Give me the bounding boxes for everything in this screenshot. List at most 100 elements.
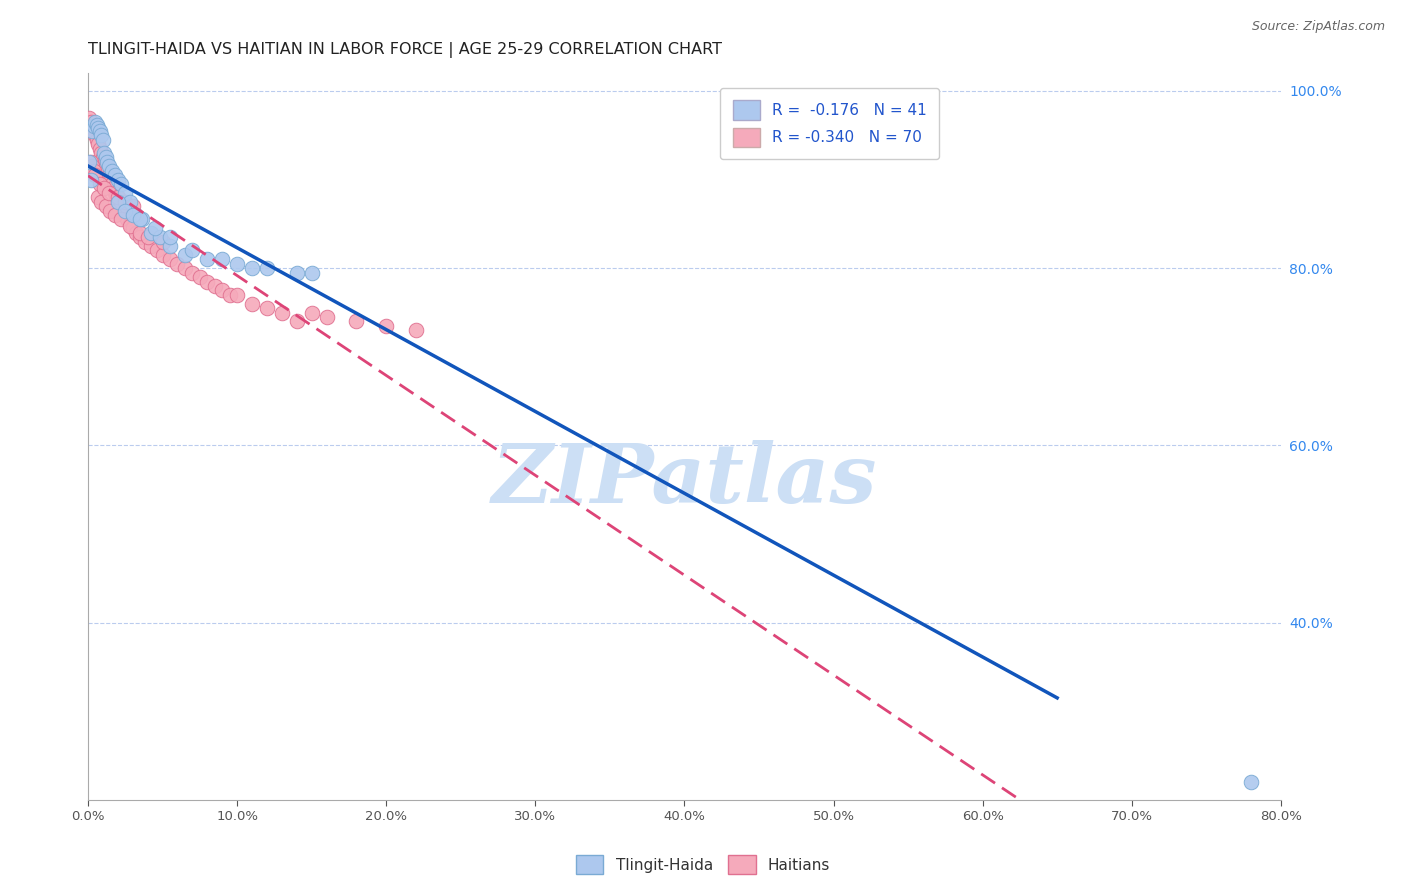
Point [115,212,138,227]
Point [104,168,127,182]
Point [83,163,105,178]
Point [98,203,121,218]
Point [96,154,118,169]
Point [107,194,129,209]
Point [86,118,108,132]
Point [84,128,107,143]
Point [97,168,120,182]
Point [107,172,129,186]
Point [405,323,427,337]
Point [93,154,115,169]
Point [118,217,141,231]
Point [139,239,162,253]
Point [344,314,367,328]
Point [114,203,136,218]
Point [285,266,308,280]
Point [315,310,337,324]
Point [136,230,159,244]
Point [159,230,181,244]
Point [89,177,111,191]
Point [112,208,135,222]
Point [121,208,143,222]
Point [90,194,112,209]
Point [114,194,136,209]
Point [82,159,104,173]
Point [129,230,152,244]
Text: ZIPatlas: ZIPatlas [492,441,877,520]
Point [110,212,132,227]
Point [103,181,125,195]
Point [96,163,118,178]
Point [110,199,132,213]
Point [87,137,110,152]
Point [94,199,117,213]
Point [143,221,166,235]
Point [301,266,323,280]
Point [114,186,136,200]
Point [82,120,104,134]
Text: Source: ZipAtlas.com: Source: ZipAtlas.com [1251,20,1385,33]
Point [80,154,103,169]
Point [256,261,278,276]
Point [145,244,167,258]
Point [80,172,103,186]
Point [84,168,107,182]
Point [84,115,107,129]
Point [181,244,204,258]
Point [83,124,105,138]
Point [79,111,101,125]
Point [93,146,115,161]
Point [195,252,218,267]
Point [166,257,188,271]
Point [82,124,104,138]
Point [174,261,197,276]
Point [270,305,292,319]
Point [86,133,108,147]
Point [80,115,103,129]
Point [89,142,111,156]
Point [211,252,233,267]
Point [97,186,120,200]
Point [104,186,127,200]
Point [301,305,323,319]
Point [105,190,128,204]
Point [107,194,129,209]
Point [152,248,174,262]
Point [118,219,141,233]
Point [174,248,197,262]
Point [107,190,129,204]
Point [97,159,120,173]
Point [121,221,143,235]
Point [159,252,181,267]
Point [87,121,110,136]
Point [125,226,148,240]
Point [94,159,117,173]
Point [226,288,249,302]
Point [139,226,162,240]
Point [256,301,278,315]
Point [91,150,114,164]
Point [104,208,127,222]
Point [93,181,115,195]
Point [181,266,204,280]
Point [240,261,263,276]
Point [188,270,211,285]
Point [218,288,240,302]
Point [375,318,398,333]
Point [110,177,132,191]
Point [89,124,111,138]
Point [94,150,117,164]
Point [87,190,110,204]
Point [98,172,121,186]
Point [240,296,263,310]
Point [159,239,181,253]
Point [285,314,308,328]
Point [91,133,114,147]
Point [90,146,112,161]
Legend: Tlingit-Haida, Haitians: Tlingit-Haida, Haitians [569,849,837,880]
Point [131,212,153,227]
Point [79,154,101,169]
Point [1240,775,1263,789]
Point [101,163,124,178]
Point [129,212,152,227]
